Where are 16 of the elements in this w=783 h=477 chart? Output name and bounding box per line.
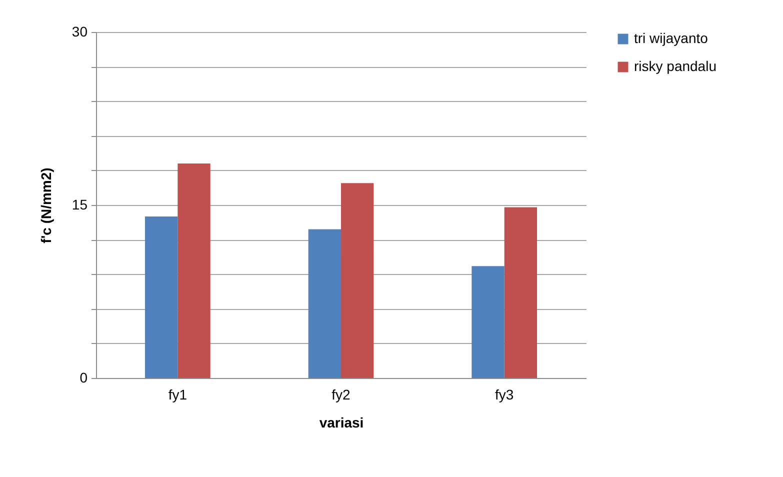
bar	[308, 229, 341, 378]
bar	[341, 183, 374, 378]
y-axis-title: f'c (N/mm2)	[38, 168, 54, 244]
y-tick-label: 0	[80, 370, 88, 386]
y-tick-label: 15	[72, 196, 88, 212]
x-tick-label: fy1	[168, 386, 188, 402]
bar	[504, 207, 537, 378]
legend-label: risky pandalu	[634, 58, 716, 74]
bar	[178, 163, 210, 378]
bar	[145, 216, 178, 378]
bar	[472, 266, 504, 378]
legend-label: tri wijayanto	[634, 30, 708, 46]
x-tick-label: fy3	[494, 386, 514, 402]
x-tick-label: fy2	[332, 386, 351, 402]
x-axis-title: variasi	[319, 414, 364, 430]
y-tick-label: 30	[72, 24, 88, 40]
